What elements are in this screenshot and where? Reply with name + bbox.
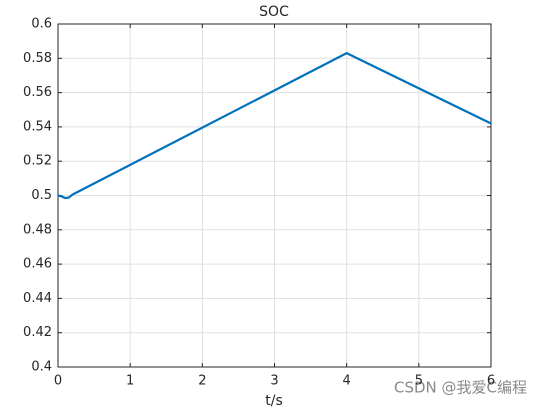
y-tick-label: 0.52 xyxy=(23,154,52,169)
chart-title: SOC xyxy=(259,4,289,20)
y-tick-label: 0.58 xyxy=(23,51,52,66)
watermark: CSDN @我爱C编程 xyxy=(394,379,527,397)
y-tick-label: 0.42 xyxy=(23,325,52,340)
x-tick-label: 0 xyxy=(54,374,62,389)
x-tick-label: 4 xyxy=(343,374,351,389)
y-tick-label: 0.56 xyxy=(23,85,52,100)
y-tick-label: 0.48 xyxy=(23,222,52,237)
y-tick-label: 0.44 xyxy=(23,291,52,306)
y-tick-label: 0.4 xyxy=(31,360,52,375)
x-tick-label: 1 xyxy=(126,374,134,389)
y-tick-label: 0.5 xyxy=(31,188,52,203)
x-tick-label: 6 xyxy=(487,374,495,389)
data-line xyxy=(57,52,492,200)
x-axis-label: t/s xyxy=(265,393,283,409)
x-tick-label: 3 xyxy=(270,374,278,389)
x-tick-label: 2 xyxy=(198,374,206,389)
y-tick-label: 0.54 xyxy=(23,119,52,134)
y-tick-label: 0.6 xyxy=(31,17,52,32)
x-tick-label: 5 xyxy=(415,374,423,389)
y-tick-label: 0.46 xyxy=(23,257,52,272)
